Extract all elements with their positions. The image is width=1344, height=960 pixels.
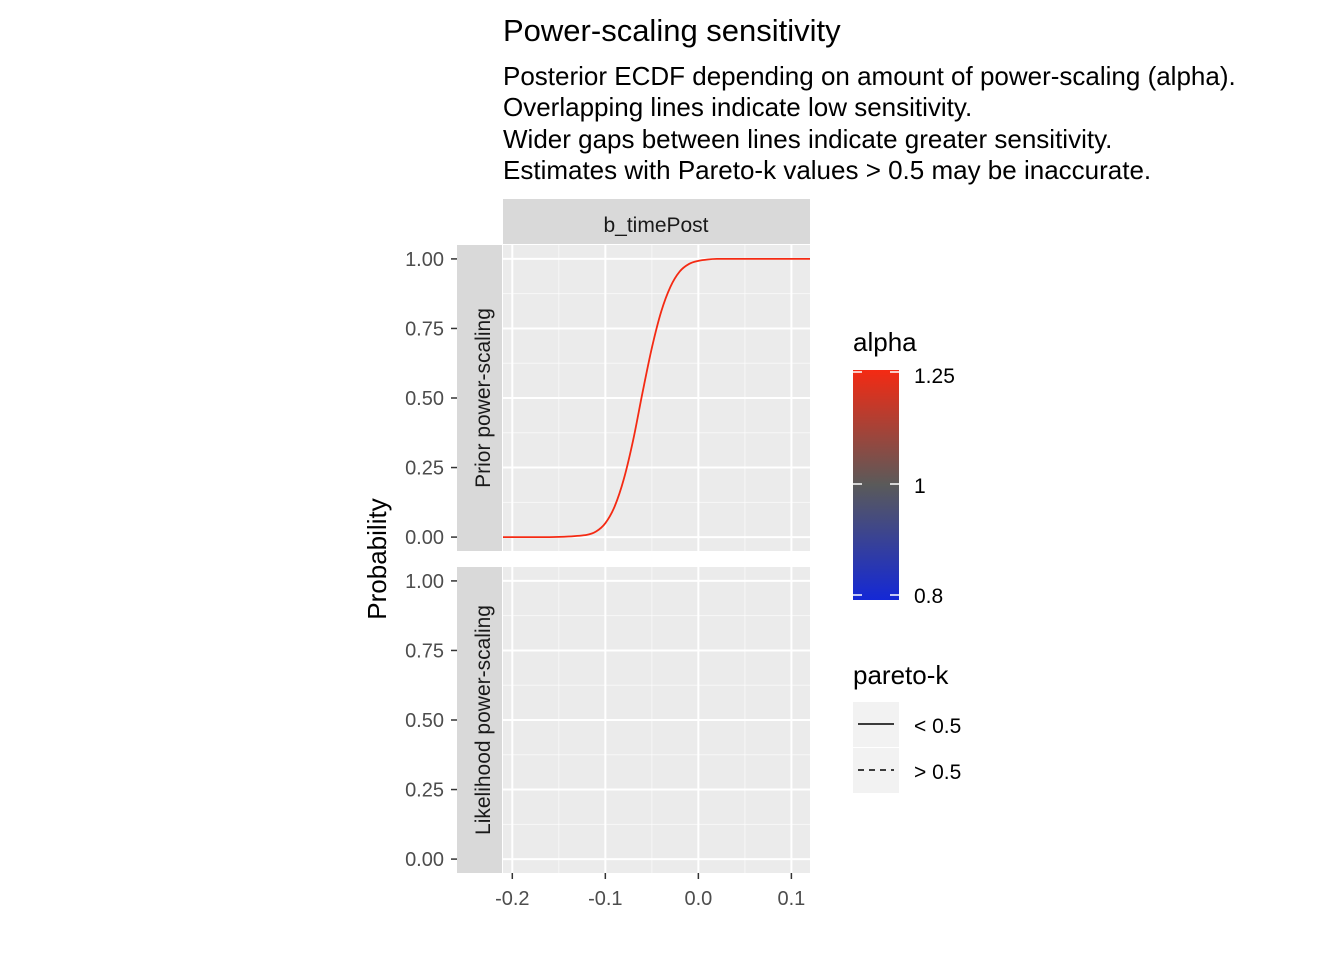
chart-subtitle-line-1: Posterior ECDF depending on amount of po… (503, 61, 1236, 91)
y-tick-label: 1.00 (405, 249, 444, 271)
y-tick-label: 1.00 (405, 571, 444, 593)
legend-alpha-label-mid: 1 (914, 475, 926, 498)
legend-alpha-label-low: 0.8 (914, 585, 943, 608)
legend-pareto-k-title: pareto-k (853, 660, 949, 690)
series-layer (502, 257, 810, 539)
y-tick-label: 0.00 (405, 849, 444, 871)
chart-subtitle-line-2: Overlapping lines indicate low sensitivi… (503, 92, 972, 122)
x-tick-label: -0.1 (588, 888, 622, 910)
y-tick-label: 0.50 (405, 388, 444, 410)
legend-pareto-k-label-high: > 0.5 (914, 761, 961, 784)
y-tick-label: 0.75 (405, 318, 444, 340)
y-tick-label: 0.50 (405, 710, 444, 732)
x-tick-label: -0.2 (495, 888, 529, 910)
row-strip-likelihood-label: Likelihood power-scaling (472, 605, 495, 835)
chart-title: Power-scaling sensitivity (503, 13, 841, 48)
row-strip-likelihood (457, 567, 502, 873)
legend-alpha: alpha 1.25 1 0.8 (853, 327, 955, 608)
x-tick-label: 0.0 (684, 888, 712, 910)
legend-alpha-label-high: 1.25 (914, 365, 955, 388)
chart-subtitle-line-4: Estimates with Pareto-k values > 0.5 may… (503, 155, 1151, 185)
axes: 0.00 0.25 0.50 0.75 1.00 0.00 0.25 0.50 0.75 1.00… (405, 249, 805, 910)
legend-alpha-colorbar (853, 370, 899, 600)
y-tick-label: 0.25 (405, 780, 444, 802)
legend-pareto-k-label-low: < 0.5 (914, 715, 961, 738)
column-strip (503, 199, 810, 244)
y-tick-label: 0.00 (405, 527, 444, 549)
row-strip-prior (457, 245, 502, 551)
x-tick-label: 0.1 (777, 888, 805, 910)
grid-lines (503, 245, 810, 873)
legend-alpha-title: alpha (853, 327, 917, 357)
y-axis-title: Probability (362, 498, 392, 619)
y-tick-label: 0.25 (405, 458, 444, 480)
legend-pareto-k: pareto-k < 0.5 > 0.5 (853, 660, 961, 793)
column-strip-label: b_timePost (603, 214, 708, 237)
chart-subtitle-line-3: Wider gaps between lines indicate greate… (503, 124, 1112, 154)
series-line-alpha-1-25 (502, 257, 810, 539)
row-strip-prior-label: Prior power-scaling (472, 308, 495, 488)
y-tick-label: 0.75 (405, 640, 444, 662)
